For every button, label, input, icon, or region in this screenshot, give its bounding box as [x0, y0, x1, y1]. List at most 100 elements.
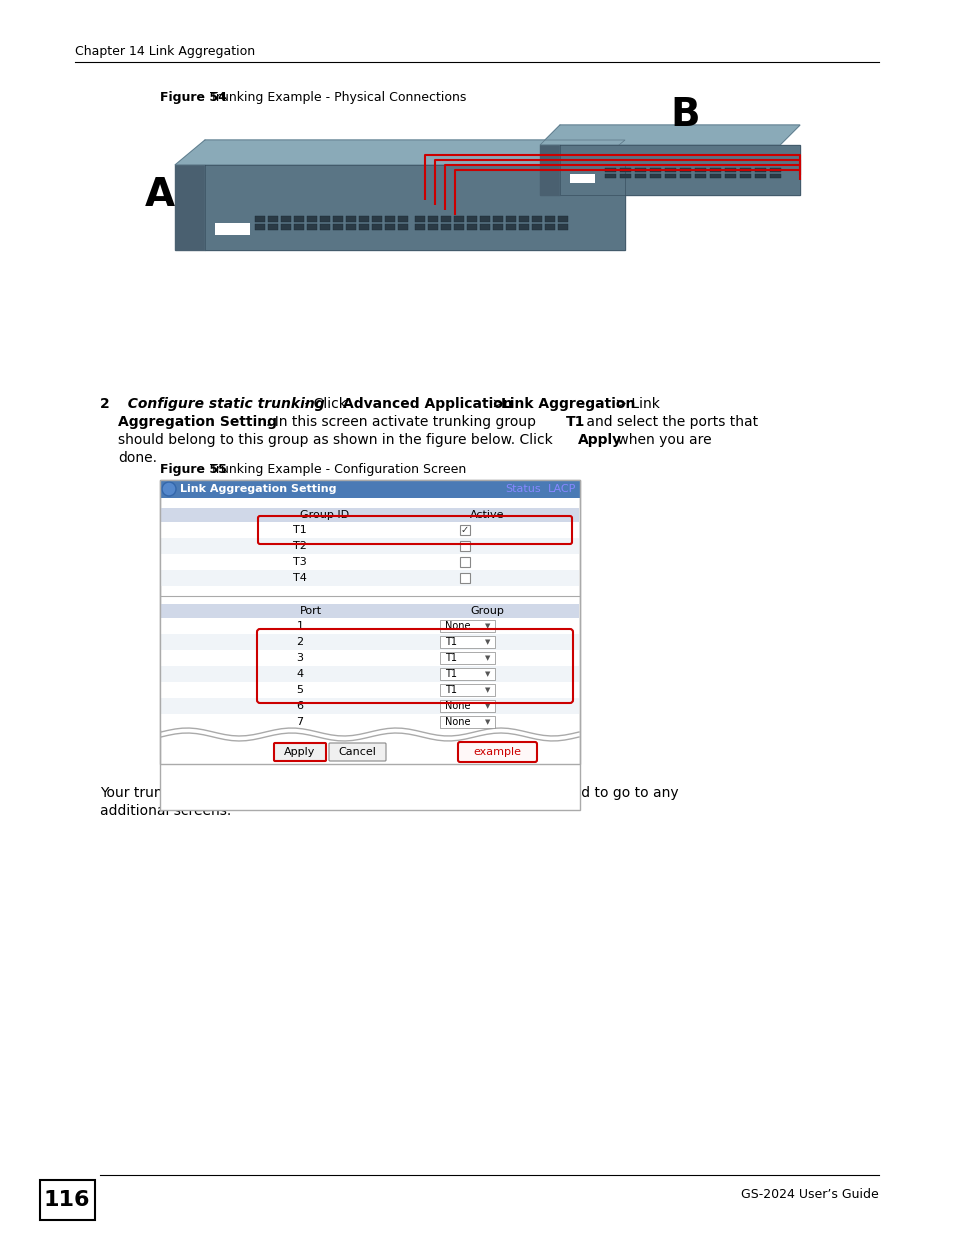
Bar	[635, 174, 645, 178]
Bar	[635, 168, 645, 172]
Text: Status: Status	[504, 484, 540, 494]
Text: additional screens.: additional screens.	[100, 804, 231, 818]
Text: Cancel: Cancel	[337, 747, 375, 757]
Bar	[428, 216, 437, 222]
Bar	[467, 224, 476, 230]
FancyBboxPatch shape	[439, 700, 495, 713]
Text: Chapter 14 Link Aggregation: Chapter 14 Link Aggregation	[75, 46, 254, 58]
Bar	[333, 216, 343, 222]
Bar	[268, 224, 277, 230]
Bar	[160, 480, 579, 810]
Bar	[346, 216, 355, 222]
FancyBboxPatch shape	[439, 636, 495, 648]
Text: T1: T1	[444, 669, 456, 679]
Bar	[428, 224, 437, 230]
Bar	[459, 541, 470, 551]
Bar	[385, 224, 395, 230]
Bar	[679, 168, 690, 172]
Text: should belong to this group as shown in the figure below. Click: should belong to this group as shown in …	[118, 433, 557, 447]
Bar	[281, 224, 291, 230]
Text: > Link: > Link	[610, 396, 659, 411]
Text: T1: T1	[444, 653, 456, 663]
Bar	[709, 174, 720, 178]
Text: 3: 3	[296, 653, 303, 663]
Bar	[454, 216, 463, 222]
Bar	[161, 650, 578, 666]
Text: T2: T2	[293, 541, 307, 551]
Text: when you are: when you are	[613, 433, 711, 447]
Text: None: None	[444, 701, 470, 711]
Bar	[40, 1179, 95, 1220]
Bar	[649, 174, 660, 178]
Text: . In this screen activate trunking group: . In this screen activate trunking group	[266, 415, 539, 429]
Bar	[754, 174, 765, 178]
Bar	[397, 224, 408, 230]
Text: - Click: - Click	[299, 396, 351, 411]
Text: GS-2024 User’s Guide: GS-2024 User’s Guide	[740, 1188, 878, 1202]
Bar	[664, 168, 676, 172]
Bar	[532, 224, 541, 230]
Bar	[161, 571, 578, 585]
Text: Your trunk group 1 (: Your trunk group 1 (	[100, 785, 238, 800]
Text: LACP: LACP	[547, 484, 576, 494]
Bar	[724, 168, 735, 172]
Bar	[649, 168, 660, 172]
Bar	[558, 224, 567, 230]
Text: B: B	[669, 96, 699, 135]
Text: Advanced Application: Advanced Application	[343, 396, 512, 411]
Text: T4: T4	[293, 573, 307, 583]
Text: >: >	[488, 396, 508, 411]
Bar	[454, 224, 463, 230]
Bar	[160, 480, 579, 498]
Polygon shape	[559, 144, 800, 195]
Bar	[493, 224, 502, 230]
Polygon shape	[539, 125, 800, 144]
Bar	[160, 480, 579, 764]
Bar	[161, 538, 578, 555]
Bar	[294, 216, 304, 222]
Bar	[459, 525, 470, 535]
Bar	[544, 224, 555, 230]
Text: Apply: Apply	[578, 433, 621, 447]
Text: T3: T3	[293, 557, 307, 567]
Bar	[319, 224, 330, 230]
Text: Apply: Apply	[284, 747, 315, 757]
Bar	[479, 216, 490, 222]
Text: T1: T1	[232, 785, 251, 800]
Text: Figure 55: Figure 55	[160, 463, 227, 477]
Bar	[440, 224, 451, 230]
Bar	[346, 224, 355, 230]
Bar	[467, 216, 476, 222]
Bar	[479, 224, 490, 230]
Polygon shape	[205, 165, 624, 249]
Bar	[740, 168, 750, 172]
Bar	[372, 224, 381, 230]
Text: Trunking Example - Physical Connections: Trunking Example - Physical Connections	[210, 91, 466, 105]
Bar	[709, 168, 720, 172]
Text: 1: 1	[296, 621, 303, 631]
Text: ▼: ▼	[484, 671, 490, 677]
Text: T1: T1	[293, 525, 307, 535]
Bar	[619, 168, 630, 172]
Text: ▼: ▼	[484, 638, 490, 645]
Text: ▼: ▼	[484, 622, 490, 629]
Bar	[724, 174, 735, 178]
Text: 5: 5	[296, 685, 303, 695]
Bar	[397, 216, 408, 222]
Bar	[161, 634, 578, 650]
Text: A: A	[145, 177, 175, 214]
Bar	[161, 618, 578, 634]
Bar	[307, 216, 316, 222]
Bar	[619, 174, 630, 178]
Bar	[161, 698, 578, 714]
Bar	[569, 174, 595, 183]
Bar	[518, 224, 529, 230]
Bar	[558, 216, 567, 222]
Bar	[459, 573, 470, 583]
FancyBboxPatch shape	[457, 742, 537, 762]
Bar	[161, 666, 578, 682]
Text: Figure 54: Figure 54	[160, 91, 227, 105]
Text: example: example	[473, 747, 520, 757]
Polygon shape	[174, 140, 624, 165]
FancyBboxPatch shape	[439, 668, 495, 680]
